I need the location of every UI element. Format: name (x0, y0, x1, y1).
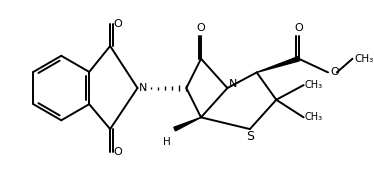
Text: CH₃: CH₃ (355, 54, 374, 64)
Polygon shape (257, 57, 300, 72)
Text: CH₃: CH₃ (304, 112, 322, 122)
Text: S: S (246, 130, 254, 143)
Text: O: O (331, 68, 339, 77)
Text: H: H (163, 137, 171, 147)
Text: O: O (197, 23, 205, 33)
Polygon shape (174, 117, 201, 131)
Text: CH₃: CH₃ (304, 80, 322, 90)
Text: N: N (139, 83, 148, 93)
Text: O: O (114, 19, 122, 29)
Text: O: O (114, 147, 122, 157)
Text: O: O (294, 23, 303, 33)
Text: N: N (229, 79, 237, 89)
